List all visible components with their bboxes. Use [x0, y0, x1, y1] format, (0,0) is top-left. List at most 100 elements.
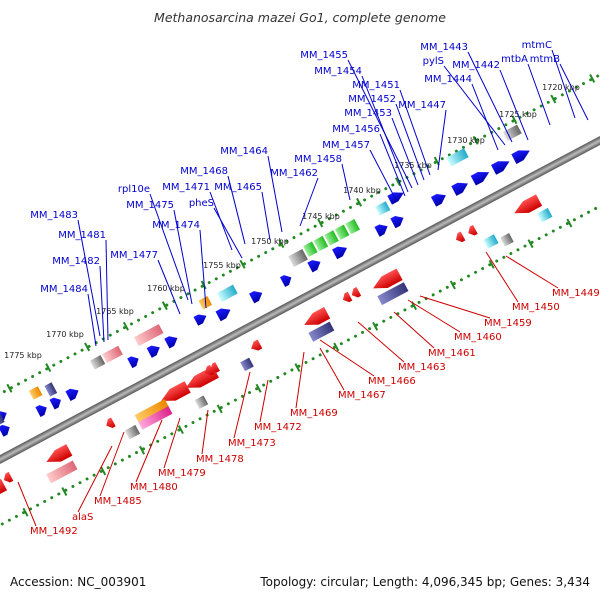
reverse-gene-arrow	[3, 471, 14, 483]
forward-gene-label: rpl10e	[118, 184, 150, 195]
gene-label-line	[559, 63, 589, 121]
forward-gene-arrow	[307, 260, 321, 273]
gene-box-grey	[500, 233, 514, 247]
tick-dot	[101, 337, 105, 341]
major-tick	[294, 363, 301, 373]
major-tick	[589, 73, 596, 83]
reverse-gene-label: MM_1473	[228, 438, 276, 449]
forward-gene-arrow	[451, 182, 468, 196]
reverse-gene-arrow	[351, 286, 362, 298]
tick-dot	[290, 368, 294, 372]
tick-dot	[292, 236, 296, 240]
kbp-tick-label: 1765 kbp	[96, 307, 134, 316]
forward-gene-label: MM_1464	[220, 146, 268, 157]
gene-label-line	[551, 49, 576, 119]
gene-label-line	[299, 177, 319, 227]
gene-box-green	[324, 230, 339, 246]
tick-dot	[481, 267, 485, 271]
gene-label-line	[157, 259, 181, 315]
tick-dot	[532, 108, 536, 112]
forward-gene-label: MM_1474	[152, 220, 200, 231]
major-tick	[122, 321, 129, 331]
gene-label-line	[163, 417, 181, 469]
forward-gene-label: MM_1465	[214, 182, 262, 193]
forward-gene-label: MM_1454	[314, 66, 362, 77]
tick-dot	[497, 127, 501, 131]
gene-label-line	[419, 295, 491, 319]
gene-label-line	[261, 191, 271, 241]
kbp-tick-label: 1760 kbp	[147, 284, 185, 293]
major-tick	[84, 342, 91, 352]
tick-dot	[306, 228, 310, 232]
major-tick	[472, 135, 479, 145]
major-tick	[6, 383, 13, 393]
tick-dot	[502, 255, 506, 259]
kbp-tick-label: 1755 kbp	[203, 261, 241, 270]
reverse-gene-label: MM_1463	[398, 362, 446, 373]
tick-dot	[304, 360, 308, 364]
forward-gene-label: mtbA	[501, 54, 528, 65]
tick-dot	[50, 496, 54, 500]
tick-dot	[370, 194, 374, 198]
tick-dot	[170, 432, 174, 436]
forward-gene-label: MM_1462	[270, 168, 318, 179]
major-tick	[488, 259, 495, 269]
gene-box-cyan	[217, 284, 238, 302]
gene-label-line	[379, 133, 406, 197]
topology-text: Topology: circular; Length: 4,096,345 bp…	[259, 575, 590, 589]
tick-dot	[377, 190, 381, 194]
kbp-tick-label: 1750 kbp	[251, 237, 289, 246]
major-tick	[527, 239, 534, 249]
gene-label-line	[347, 59, 413, 189]
tick-dot	[250, 258, 254, 262]
tick-dot	[567, 89, 571, 93]
tick-dot	[233, 398, 237, 402]
gene-label-line	[173, 209, 193, 305]
forward-gene-arrow	[390, 216, 404, 229]
map-title: Methanosarcina mazei Go1, complete genom…	[154, 10, 446, 25]
major-tick	[511, 115, 518, 125]
gene-label-line	[259, 379, 269, 423]
tick-dot	[71, 484, 75, 488]
tick-dot	[334, 213, 338, 217]
gene-label-line	[505, 255, 559, 289]
gene-box-navy	[377, 282, 409, 306]
tick-dot	[368, 327, 372, 331]
forward-gene-arrow	[49, 397, 61, 410]
gene-label-line	[391, 117, 419, 186]
tick-dot	[325, 349, 329, 353]
major-tick	[433, 156, 440, 166]
forward-gene-arrow	[279, 275, 292, 287]
forward-gene-label: MM_1452	[348, 94, 396, 105]
major-tick	[449, 280, 456, 290]
tick-dot	[184, 424, 188, 428]
forward-gene-label: MM_1468	[180, 166, 228, 177]
tick-dot	[384, 187, 388, 191]
backbone	[0, 80, 600, 520]
forward-gene-arrow	[490, 161, 510, 175]
forward-gene-label: MM_1483	[30, 210, 78, 221]
tick-dot	[474, 270, 478, 274]
gene-box-grey	[288, 248, 308, 268]
tick-dot	[596, 74, 600, 78]
major-tick	[550, 94, 557, 104]
reverse-gene-arrow	[106, 417, 116, 428]
gene-label-line	[361, 75, 409, 193]
forward-gene-label: pylS	[423, 56, 444, 67]
major-tick	[22, 507, 29, 517]
tick-dot	[269, 379, 273, 383]
tick-dot	[158, 307, 162, 311]
tick-dot	[144, 314, 148, 318]
reverse-gene-label: MM_1472	[254, 422, 302, 433]
tick-dot	[78, 481, 82, 485]
reverse-gene-label: alaS	[72, 512, 93, 523]
gene-box-green	[313, 235, 329, 252]
gene-label-line	[17, 481, 37, 527]
gene-label-line	[467, 51, 513, 143]
tick-dot	[264, 251, 268, 255]
tick-dot	[276, 376, 280, 380]
forward-gene-arrow	[332, 246, 348, 260]
gene-label-line	[319, 347, 345, 391]
major-tick	[45, 363, 52, 373]
kbp-tick-label: 1730 kbp	[447, 136, 485, 145]
